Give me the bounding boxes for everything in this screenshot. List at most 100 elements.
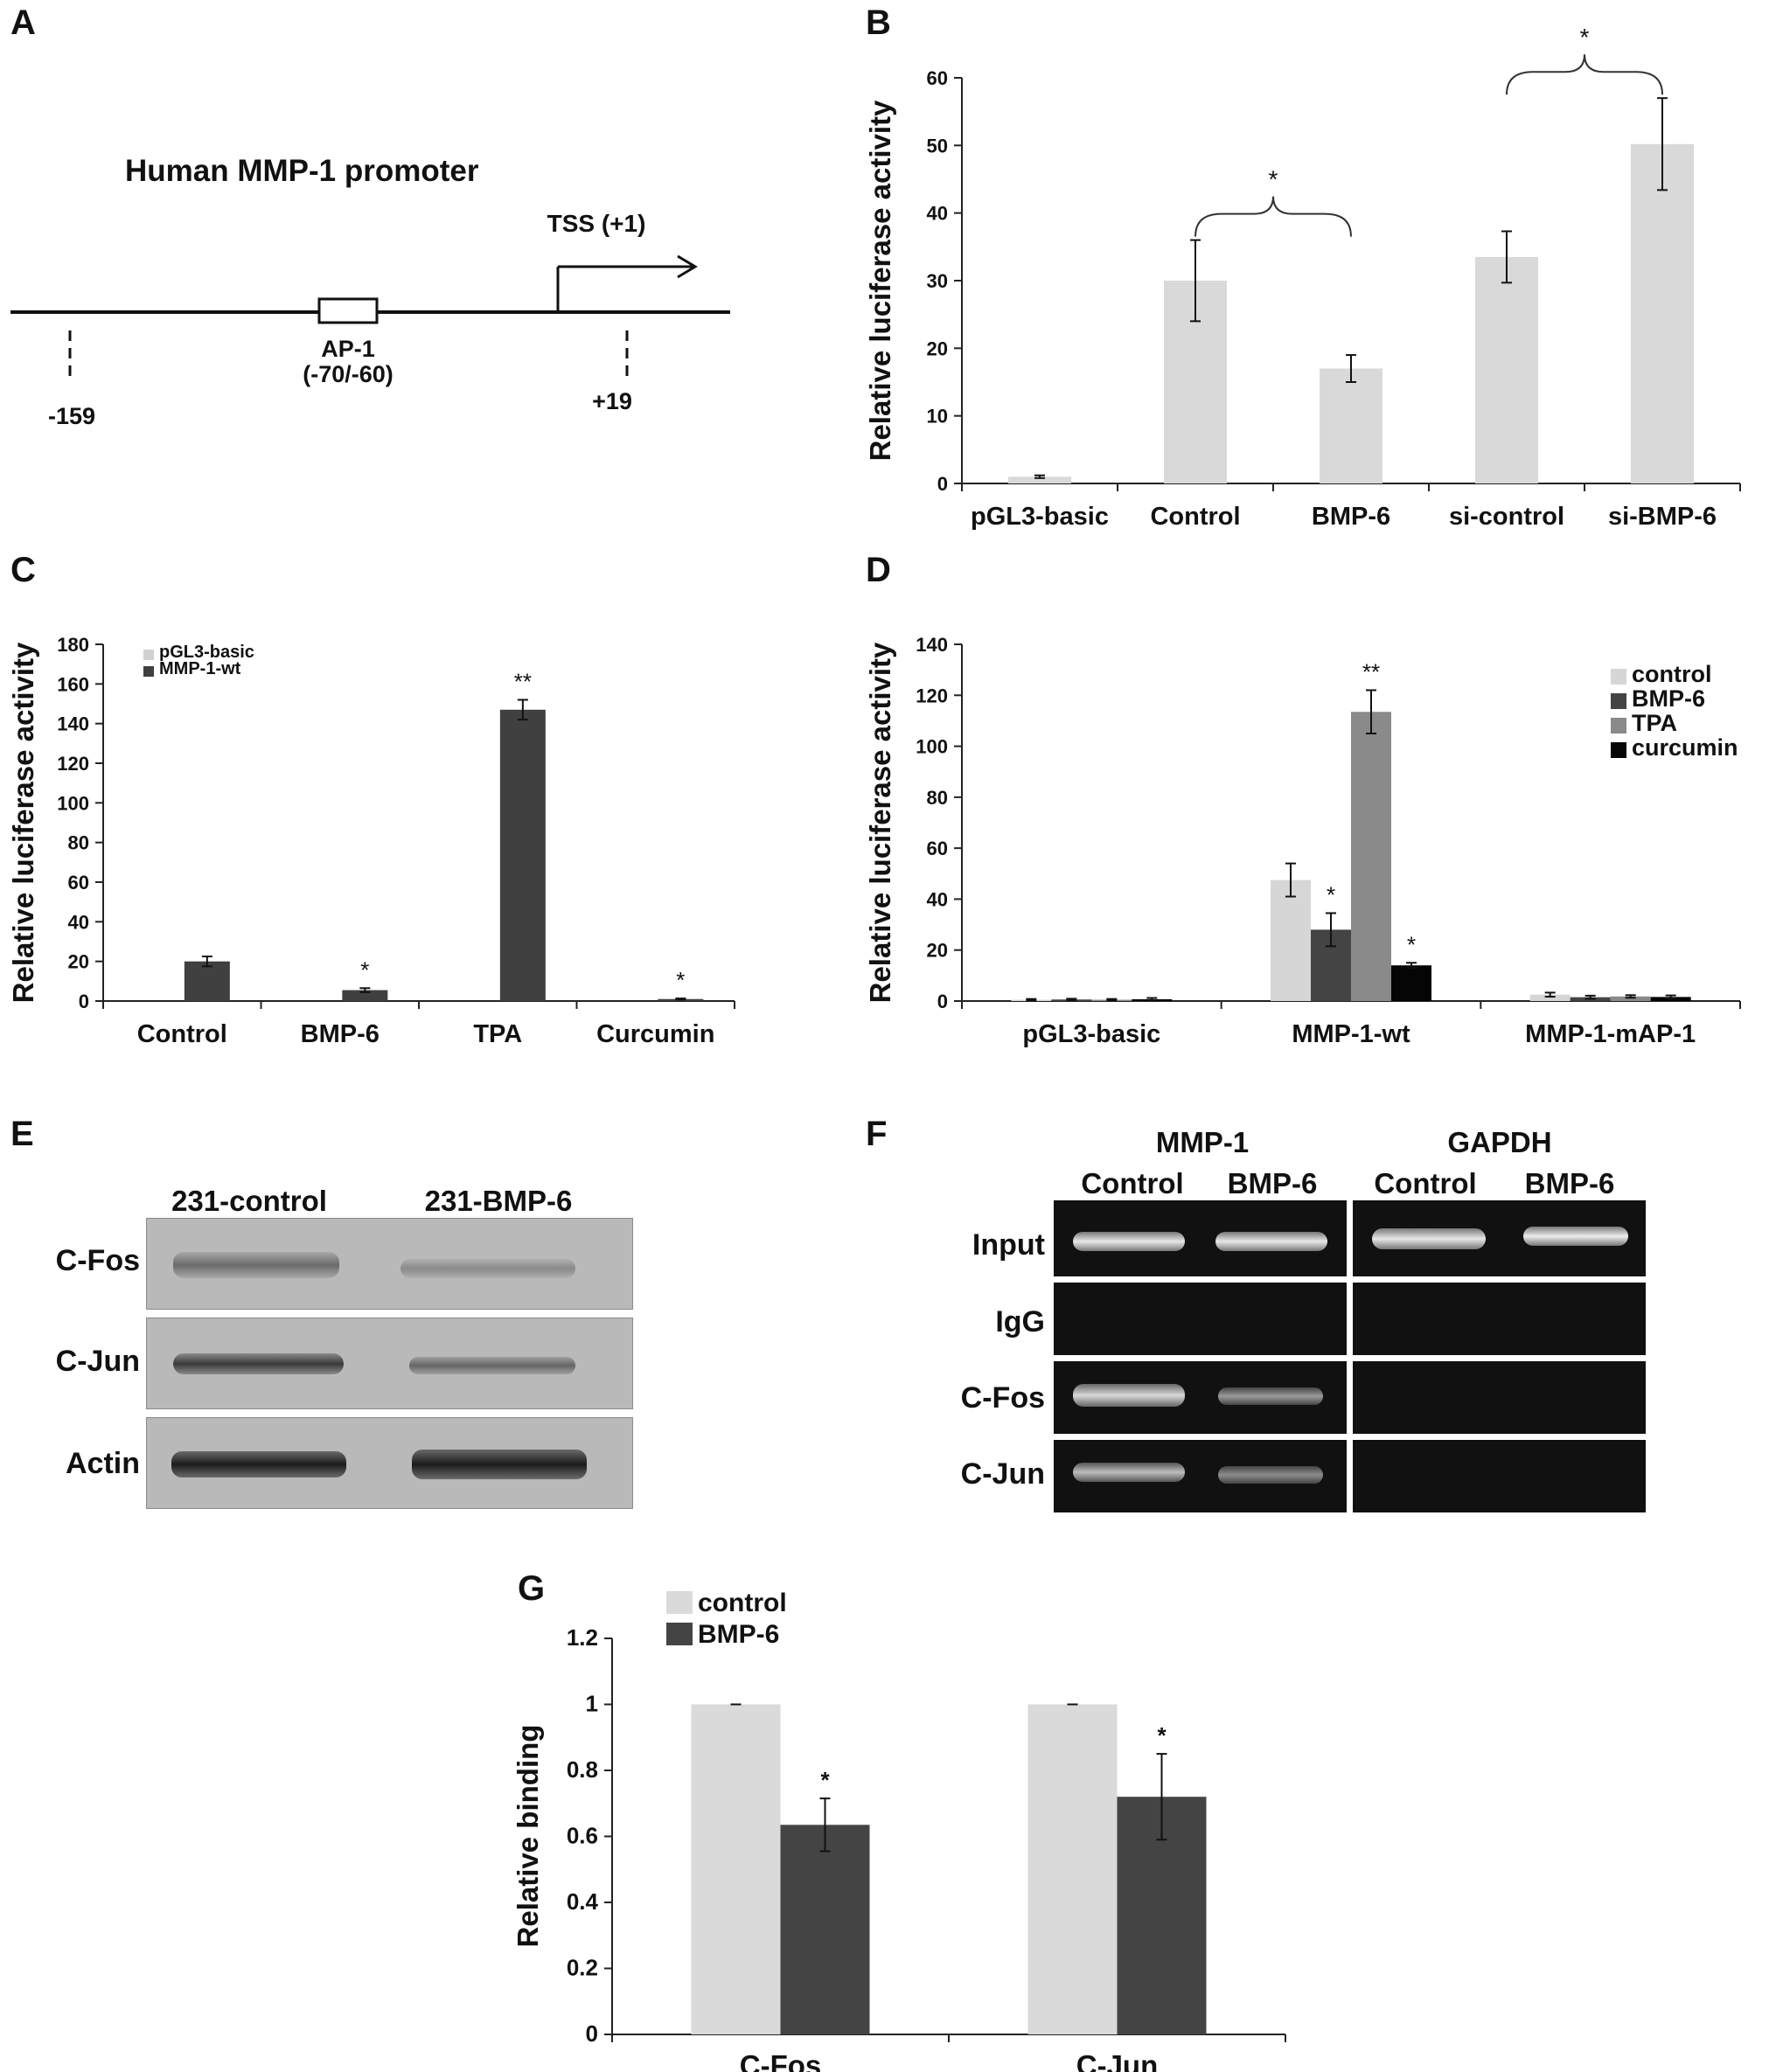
position-right: +19 bbox=[592, 388, 632, 414]
significance-marker: ** bbox=[1362, 658, 1380, 685]
y-tick-label: 0.4 bbox=[567, 1888, 599, 1915]
y-tick-label: 50 bbox=[927, 135, 948, 156]
gel-col-gapdh-control: Control bbox=[1374, 1167, 1477, 1199]
x-category-label: Control bbox=[1150, 503, 1240, 531]
legend-swatch bbox=[666, 1623, 693, 1645]
y-axis-label-C: Relative luciferase activity bbox=[7, 642, 39, 1003]
legend-label: curcumin bbox=[1632, 734, 1738, 761]
significance-brace bbox=[1506, 54, 1663, 95]
promoter-diagram: Human MMP-1 promoter AP-1 (-70/-60) TSS … bbox=[10, 154, 730, 429]
gel-row-input: Input bbox=[972, 1228, 1045, 1262]
y-tick-label: 160 bbox=[57, 673, 89, 695]
y-tick-label: 0 bbox=[586, 2020, 598, 2047]
significance-marker: * bbox=[1580, 24, 1590, 51]
panel-label-d: D bbox=[866, 551, 891, 589]
tss-arrow-head bbox=[677, 254, 698, 279]
blot-strip-actin bbox=[146, 1417, 633, 1509]
y-tick-label: 20 bbox=[927, 337, 948, 359]
y-tick-label: 0.8 bbox=[567, 1756, 598, 1783]
y-tick-label: 140 bbox=[916, 634, 948, 656]
band-cfos-control bbox=[173, 1252, 339, 1278]
y-tick-label: 0.2 bbox=[567, 1955, 598, 1981]
legend-swatch bbox=[143, 650, 154, 660]
panel-label-c: C bbox=[10, 551, 36, 589]
legend-label: control bbox=[698, 1589, 787, 1617]
gel-gapdh-igg bbox=[1353, 1283, 1646, 1355]
gel-band bbox=[1073, 1232, 1185, 1251]
gel-group-mmp1: MMP-1 bbox=[1155, 1126, 1250, 1158]
band-actin-bmp6 bbox=[412, 1450, 587, 1479]
blot-col-bmp6: 231-BMP-6 bbox=[424, 1185, 573, 1217]
gel-gapdh-cfos bbox=[1353, 1361, 1646, 1434]
blot-col-control: 231-control bbox=[171, 1185, 327, 1217]
blot-row-cfos: C-Fos bbox=[55, 1244, 140, 1277]
bar bbox=[1027, 1704, 1118, 2034]
x-category-label: BMP-6 bbox=[301, 1020, 380, 1048]
bar bbox=[184, 961, 230, 1001]
y-tick-label: 40 bbox=[68, 911, 89, 933]
y-tick-label: 60 bbox=[68, 872, 89, 893]
significance-marker: * bbox=[820, 1767, 830, 1793]
blot-row-cjun: C-Jun bbox=[55, 1345, 140, 1378]
panel-label-g: G bbox=[518, 1569, 546, 1608]
y-axis-label-D: Relative luciferase activity bbox=[864, 642, 896, 1003]
y-tick-label: 0 bbox=[79, 991, 89, 1012]
x-category-label: TPA bbox=[473, 1020, 522, 1048]
bar bbox=[342, 990, 388, 1001]
x-category-label: MMP-1-mAP-1 bbox=[1525, 1020, 1696, 1048]
gel-band bbox=[1073, 1384, 1185, 1407]
y-tick-label: 60 bbox=[927, 67, 948, 89]
panel-label-f: F bbox=[866, 1115, 888, 1153]
x-category-label: Control bbox=[137, 1020, 227, 1048]
bar bbox=[499, 709, 546, 1001]
bar bbox=[1610, 996, 1651, 1001]
y-axis-label-G: Relative binding bbox=[512, 1725, 544, 1948]
ap1-box bbox=[317, 297, 379, 324]
panel-label-b: B bbox=[866, 3, 891, 42]
legend-label: MMP-1-wt bbox=[159, 659, 241, 678]
panel-label-e: E bbox=[10, 1115, 34, 1153]
gel-band bbox=[1372, 1228, 1486, 1249]
tss-label: TSS (+1) bbox=[547, 210, 646, 237]
y-tick-label: 60 bbox=[927, 838, 948, 859]
bar bbox=[1008, 476, 1071, 483]
significance-marker: * bbox=[1327, 881, 1335, 907]
significance-marker: ** bbox=[514, 668, 532, 694]
y-tick-label: 180 bbox=[57, 634, 89, 656]
y-tick-label: 0 bbox=[937, 473, 948, 495]
significance-marker: * bbox=[676, 967, 685, 993]
y-tick-label: 30 bbox=[927, 270, 948, 292]
bar bbox=[691, 1704, 781, 2034]
y-tick-label: 40 bbox=[927, 888, 948, 910]
bar bbox=[1320, 368, 1382, 483]
band-actin-control bbox=[171, 1451, 346, 1478]
panel-label-a: A bbox=[10, 3, 36, 42]
gel-mmp1-cjun bbox=[1054, 1440, 1347, 1512]
gel-band bbox=[1523, 1227, 1628, 1246]
y-tick-label: 40 bbox=[927, 203, 948, 225]
x-category-label: BMP-6 bbox=[1312, 503, 1390, 531]
gel-band bbox=[1073, 1463, 1185, 1482]
legend-swatch bbox=[1611, 693, 1626, 709]
y-tick-label: 0 bbox=[937, 991, 948, 1012]
x-category-label: si-BMP-6 bbox=[1608, 503, 1717, 531]
bar bbox=[1351, 712, 1391, 1001]
bar bbox=[1271, 880, 1311, 1001]
gel-mmp1-cfos bbox=[1054, 1361, 1347, 1434]
y-tick-label: 1.2 bbox=[567, 1624, 598, 1651]
y-tick-label: 140 bbox=[57, 713, 89, 735]
legend-swatch bbox=[1611, 718, 1626, 734]
gel-row-cjun: C-Jun bbox=[960, 1457, 1045, 1491]
x-category-label: C-Fos bbox=[740, 2049, 822, 2072]
band-cjun-bmp6 bbox=[409, 1357, 575, 1374]
ap1-position: (-70/-60) bbox=[303, 361, 394, 387]
significance-marker: * bbox=[360, 956, 369, 983]
blot-strip-cjun bbox=[146, 1318, 633, 1409]
x-category-label: C-Jun bbox=[1076, 2049, 1159, 2072]
gel-row-igg: IgG bbox=[995, 1305, 1045, 1338]
band-cjun-control bbox=[173, 1353, 344, 1374]
x-category-label: si-control bbox=[1449, 503, 1564, 531]
y-tick-label: 100 bbox=[916, 736, 948, 758]
significance-marker: * bbox=[1269, 166, 1278, 193]
bar bbox=[1631, 143, 1694, 483]
